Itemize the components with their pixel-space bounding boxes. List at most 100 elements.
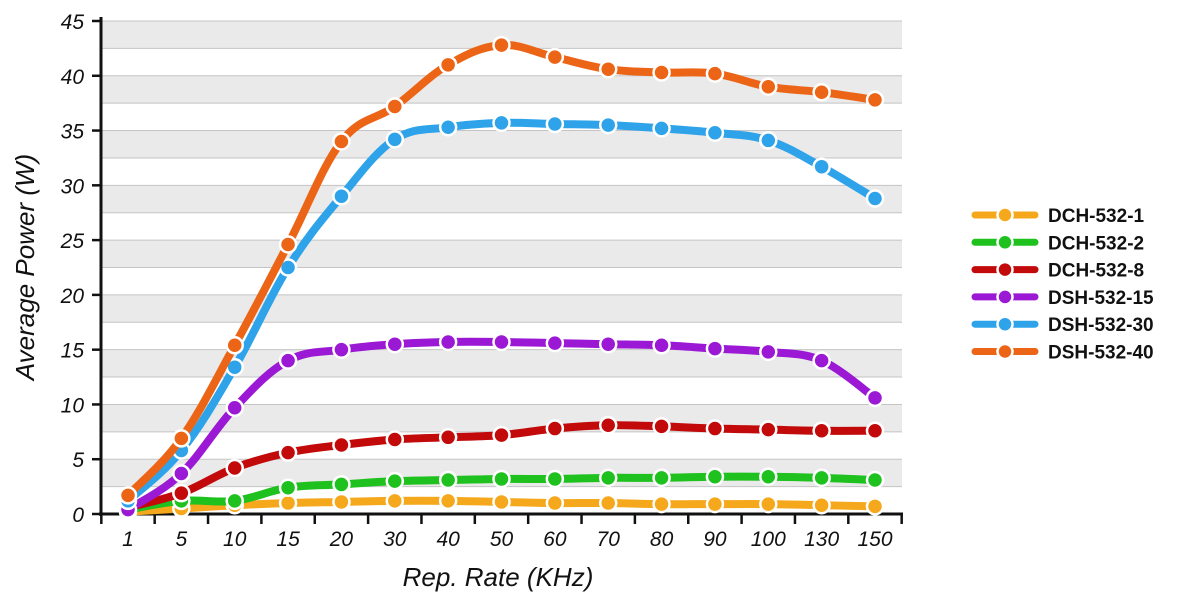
data-point — [172, 464, 191, 483]
data-point — [759, 77, 778, 96]
data-point — [865, 421, 885, 440]
grid-band — [101, 294, 902, 323]
data-point — [332, 475, 351, 494]
data-point — [865, 388, 885, 408]
data-point — [332, 492, 351, 512]
data-point — [705, 419, 725, 438]
data-point — [598, 468, 618, 488]
data-point — [865, 189, 885, 208]
legend-label: DCH-532-1 — [1048, 206, 1145, 227]
series-DSH-532-15 — [118, 332, 885, 519]
data-point — [385, 491, 405, 511]
data-point — [438, 428, 458, 447]
legend: DCH-532-1 DCH-532-2 DCH-532-8 DSH-532-15 DSH… — [971, 206, 1154, 364]
data-point — [759, 342, 778, 362]
x-tick-label: 15 — [276, 528, 300, 551]
data-point — [812, 82, 831, 102]
data-point — [278, 351, 298, 370]
data-point — [385, 430, 405, 449]
data-point — [492, 469, 511, 489]
legend-item: DSH-532-15 — [971, 288, 1154, 309]
data-point — [332, 187, 351, 206]
data-point — [225, 398, 244, 417]
data-point — [172, 483, 191, 503]
data-point — [438, 470, 458, 490]
x-tick-label: 1 — [122, 528, 134, 551]
y-tick-label: 25 — [60, 230, 85, 253]
data-point — [865, 470, 885, 490]
legend-swatch-marker — [996, 342, 1014, 361]
series-DCH-532-8 — [118, 416, 885, 517]
data-point — [705, 123, 725, 142]
data-point — [705, 494, 725, 514]
data-point — [278, 493, 298, 513]
x-tick-label: 50 — [490, 528, 514, 551]
data-point — [225, 491, 244, 511]
data-point — [278, 235, 298, 254]
series-DCH-532-1 — [118, 491, 885, 522]
data-point — [492, 113, 511, 133]
y-tick-label: 40 — [61, 66, 85, 89]
data-point — [598, 493, 618, 513]
data-point — [438, 491, 458, 511]
data-point — [492, 332, 511, 352]
data-point — [438, 118, 458, 137]
data-point — [865, 497, 885, 516]
x-tick-label: 10 — [223, 528, 247, 551]
legend-item: DSH-532-30 — [971, 315, 1154, 336]
data-point — [385, 334, 405, 354]
data-point — [598, 416, 618, 435]
data-point — [385, 97, 405, 116]
data-point — [492, 35, 511, 55]
grid-band — [101, 267, 902, 295]
x-tick-label: 80 — [650, 528, 674, 551]
y-tick-label: 0 — [72, 504, 84, 527]
data-point — [759, 467, 778, 487]
data-point — [332, 132, 351, 151]
x-tick-label: 20 — [329, 528, 354, 551]
grid-band — [101, 157, 902, 186]
data-point — [759, 420, 778, 439]
data-point — [705, 64, 725, 83]
data-point — [865, 90, 885, 110]
grid-band — [101, 240, 902, 268]
y-tick-labels: 0 5 10 15 20 25 30 35 40 45 — [60, 11, 85, 527]
data-point — [652, 494, 671, 514]
x-tick-label: 70 — [597, 528, 621, 551]
data-point — [812, 468, 831, 488]
data-point — [385, 471, 405, 491]
legend-item: DCH-532-8 — [971, 261, 1144, 282]
y-tick-label: 5 — [72, 449, 84, 472]
series-lines — [118, 35, 885, 522]
data-point — [545, 47, 565, 67]
y-tick-label: 45 — [61, 11, 85, 34]
x-tick-label: 60 — [543, 528, 567, 551]
legend-swatch-marker — [996, 206, 1014, 224]
legend-swatch-marker — [996, 233, 1014, 252]
data-point — [598, 59, 618, 79]
x-axis-title: Rep. Rate (KHz) — [403, 562, 594, 592]
data-point — [652, 417, 671, 436]
x-tick-label: 40 — [436, 528, 460, 551]
data-point — [812, 157, 831, 176]
data-point — [545, 114, 565, 134]
data-point — [385, 130, 405, 149]
x-tick-label: 5 — [176, 528, 188, 551]
x-tick-label: 150 — [857, 528, 892, 551]
data-point — [278, 443, 298, 462]
data-point — [332, 435, 351, 455]
data-point — [545, 333, 565, 353]
x-tick-label: 100 — [751, 528, 786, 551]
legend-swatch-marker — [996, 315, 1014, 333]
data-point — [492, 492, 511, 512]
data-point — [545, 469, 565, 489]
data-point — [225, 458, 244, 478]
x-tick-label: 90 — [703, 528, 727, 551]
data-point — [812, 495, 831, 515]
data-point — [812, 351, 831, 370]
data-point — [545, 419, 565, 438]
data-point — [332, 340, 351, 359]
data-point — [438, 332, 458, 352]
data-point — [225, 336, 244, 355]
data-point — [492, 425, 511, 445]
